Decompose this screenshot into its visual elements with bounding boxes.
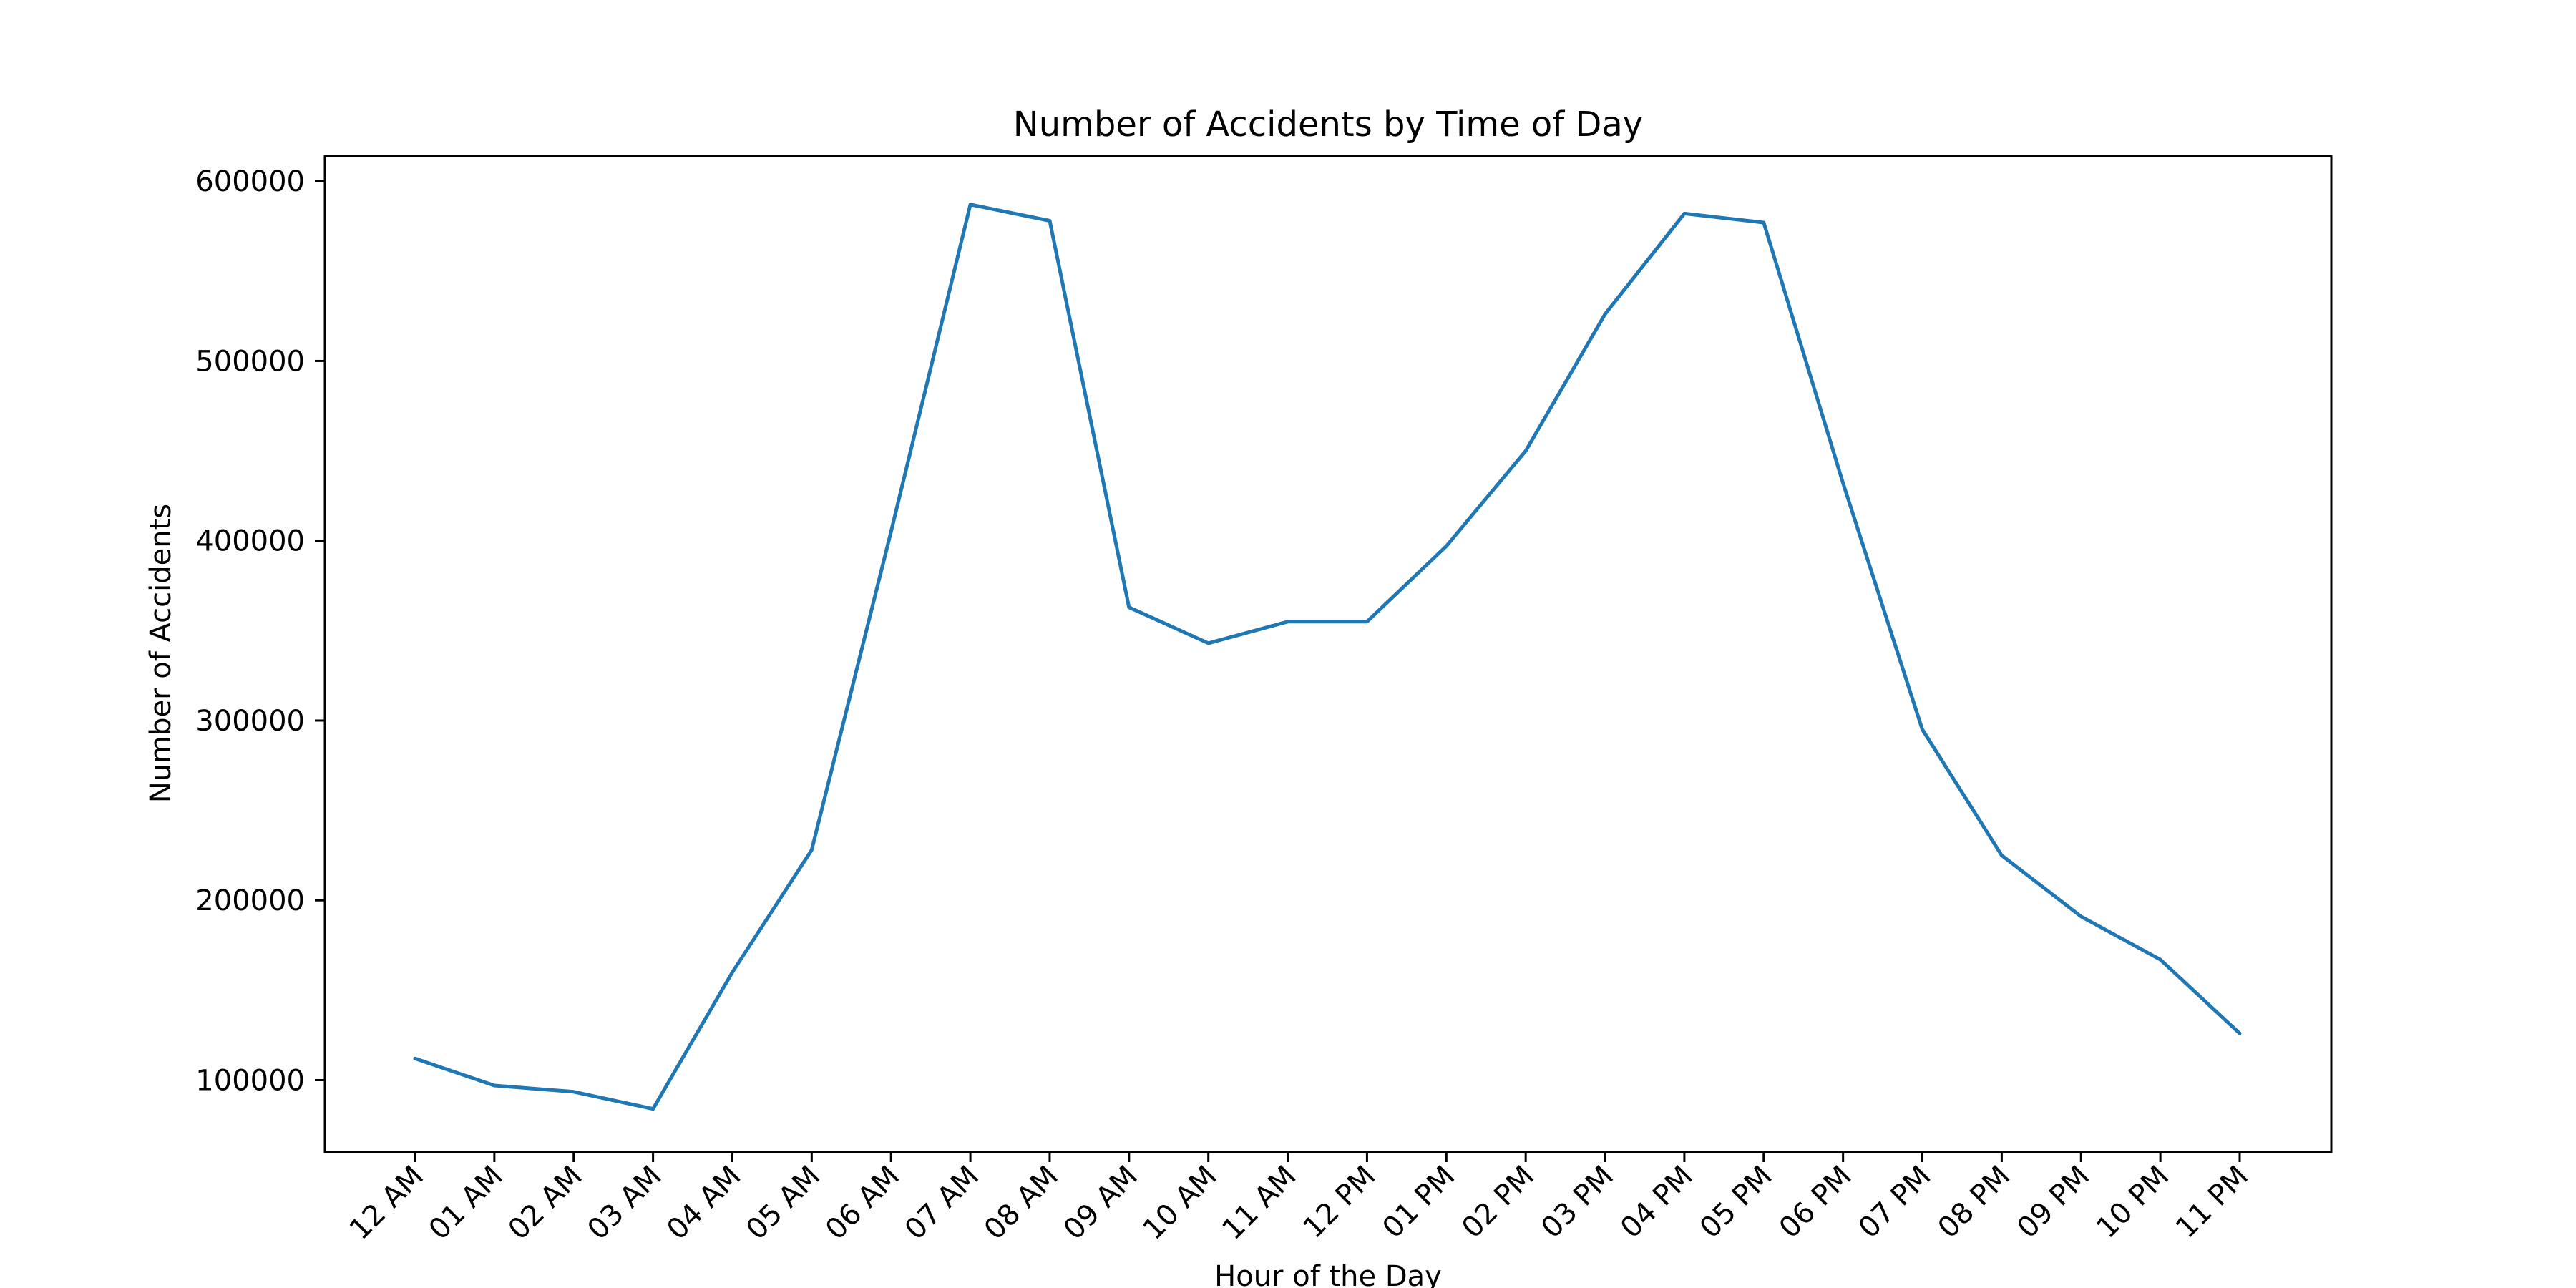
x-tick-label: 05 AM <box>740 1160 826 1246</box>
series-line <box>413 203 2242 1111</box>
x-tick-label: 02 AM <box>502 1160 589 1246</box>
x-tick-label: 02 PM <box>1455 1160 1541 1245</box>
y-tick-label: 400000 <box>195 525 305 558</box>
x-tick-label: 07 AM <box>899 1160 985 1246</box>
x-tick-label: 10 PM <box>2090 1160 2175 1245</box>
y-axis-ticks: 100000 200000 300000 400000 500000 600000 <box>195 165 325 1097</box>
y-tick-label: 500000 <box>195 345 305 378</box>
y-tick-label: 100000 <box>195 1064 305 1097</box>
x-tick-label: 04 PM <box>1614 1160 1699 1245</box>
series-layer <box>413 203 2242 1111</box>
x-tick-label: 08 AM <box>978 1160 1065 1246</box>
x-tick-label: 11 AM <box>1216 1160 1302 1246</box>
x-tick-label: 12 AM <box>343 1160 430 1246</box>
x-tick-label: 01 AM <box>423 1160 509 1246</box>
x-tick-label: 07 PM <box>1853 1160 1938 1245</box>
x-tick-label: 04 AM <box>660 1160 747 1246</box>
y-axis-label: Number of Accidents <box>145 504 177 803</box>
x-tick-label: 09 PM <box>2011 1160 2096 1245</box>
y-tick-label: 300000 <box>195 705 305 738</box>
x-tick-label: 06 AM <box>819 1160 906 1246</box>
x-tick-label: 09 AM <box>1058 1160 1144 1246</box>
y-tick-label: 200000 <box>195 884 305 917</box>
x-tick-label: 08 PM <box>1931 1160 2016 1245</box>
x-tick-label: 01 PM <box>1376 1160 1461 1245</box>
x-tick-label: 03 PM <box>1535 1160 1620 1245</box>
plot-frame <box>323 155 2333 1153</box>
chart-title: Number of Accidents by Time of Day <box>1013 104 1643 145</box>
y-tick-label: 600000 <box>195 165 305 198</box>
x-tick-label: 06 PM <box>1773 1160 1858 1245</box>
x-tick-label: 03 AM <box>581 1160 668 1246</box>
x-tick-label: 05 PM <box>1694 1160 1779 1245</box>
x-tick-label: 12 PM <box>1297 1160 1382 1245</box>
x-tick-label: 11 PM <box>2170 1160 2255 1245</box>
x-tick-label: 10 AM <box>1136 1160 1223 1246</box>
x-axis-label: Hour of the Day <box>1214 1260 1442 1288</box>
